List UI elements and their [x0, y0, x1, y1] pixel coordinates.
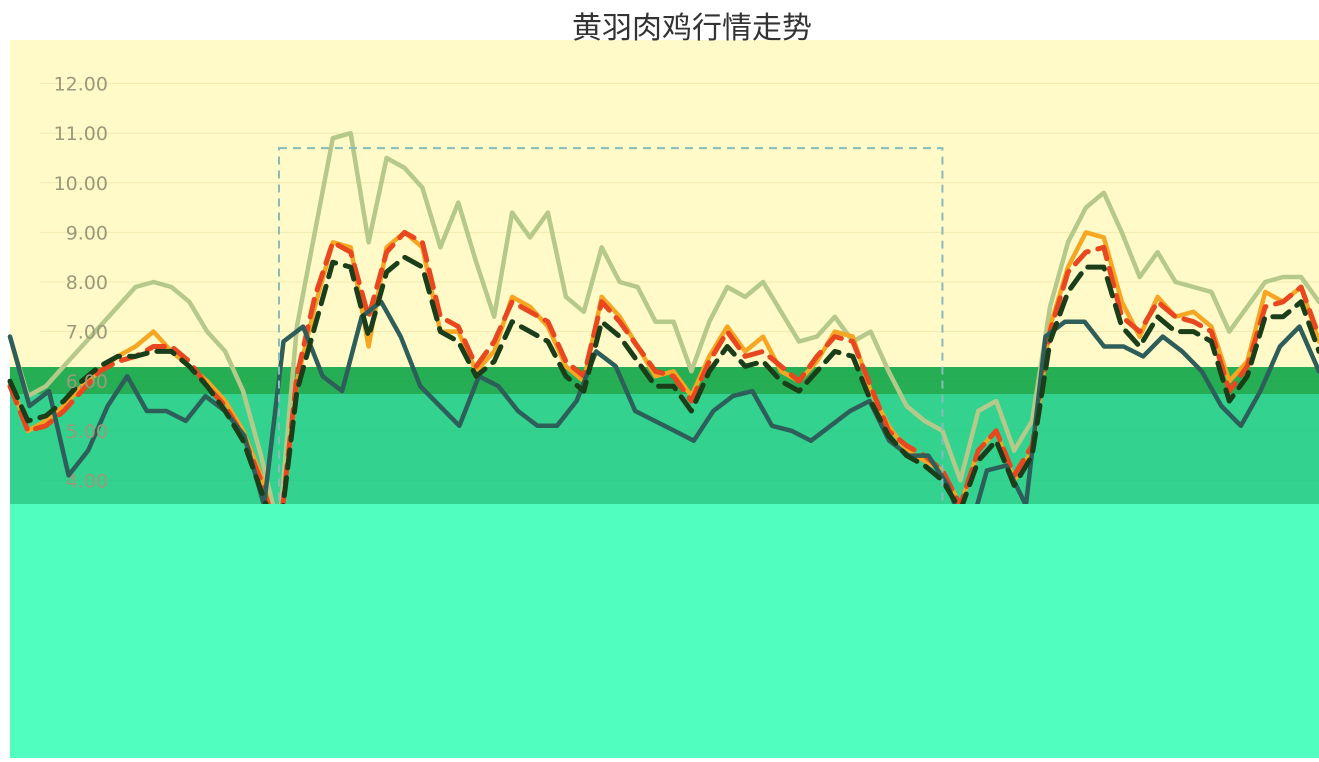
color-overlay [10, 367, 1319, 504]
y-tick-label: 5.00 [66, 421, 108, 443]
y-tick-label: 4.00 [66, 470, 108, 492]
chart-title: 黄羽肉鸡行情走势 [572, 11, 812, 46]
y-tick-label: 12.00 [54, 74, 108, 96]
y-tick-label: 8.00 [66, 272, 108, 294]
series-line-5 [7, 254, 1319, 543]
overlay-band-mid [10, 394, 1319, 504]
y-tick-label: 6.00 [66, 371, 108, 393]
y-tick-label: 10.00 [54, 173, 108, 195]
y-tick-label: 9.00 [66, 222, 108, 244]
series-line-1 [7, 130, 1319, 533]
y-tick-label: 7.00 [66, 322, 108, 344]
y-tick-label: 11.00 [54, 123, 108, 145]
series-line-3 [7, 229, 1319, 543]
series-lines [7, 130, 1319, 543]
y-axis-ticks: 3.004.005.006.007.008.009.0010.0011.0012… [54, 74, 108, 542]
overlay-band-light [10, 504, 1319, 758]
